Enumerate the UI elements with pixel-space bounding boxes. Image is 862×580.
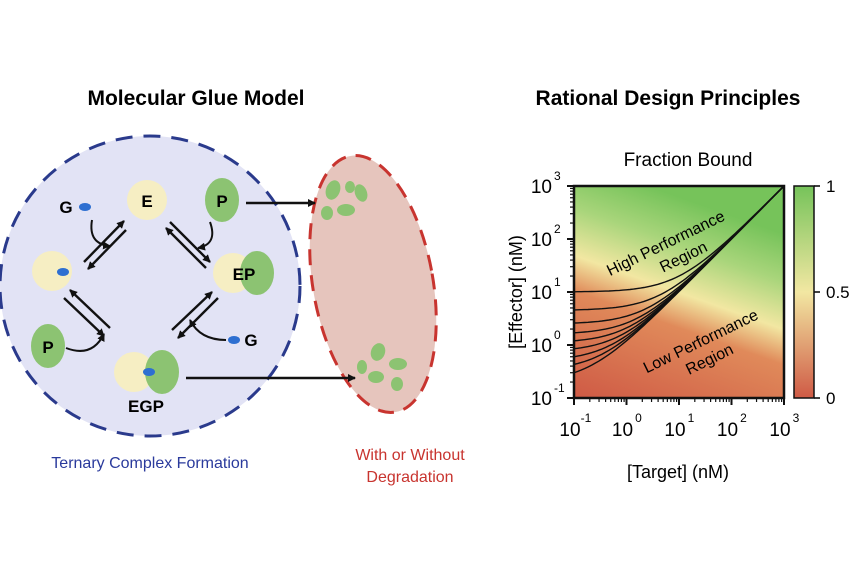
x-tick-exponent: 2 [740,411,747,425]
effector-E [127,180,167,220]
y-tick-label: 10 [531,177,552,198]
degradation-region [308,154,438,414]
y-tick-exponent: -1 [554,381,565,395]
x-tick-exponent: 0 [635,411,642,425]
y-axis-label: [Effector] (nM) [506,235,526,349]
x-axis-label: [Target] (nM) [627,462,729,482]
y-tick-exponent: 0 [554,328,561,342]
x-tick-exponent: -1 [581,411,592,425]
target-P-bottom-label: P [42,338,53,357]
x-tick-label: 10 [664,420,685,441]
target-P-top-label: P [216,192,227,211]
y-tick-exponent: 3 [554,169,561,183]
x-tick-label: 10 [559,420,580,441]
glue-molecule-icon [79,203,91,211]
equilibrium-arrows [63,199,356,382]
ternary-EGP-label: EGP [128,397,164,416]
x-tick-exponent: 3 [793,411,800,425]
y-tick-exponent: 2 [554,222,561,236]
left-panel-title: Molecular Glue Model [87,87,304,110]
y-tick-label: 10 [531,230,552,251]
glue-molecule-icon-2 [228,336,240,344]
degradation-caption-line1: With or Without [355,447,465,464]
y-tick-label: 10 [531,336,552,357]
target-P-bottom [31,324,65,368]
colorbar-tick-label: 1 [826,177,835,196]
chart-title: Fraction Bound [624,150,753,171]
ternary-EGP-effector [114,352,154,392]
ternary-EGP-target [145,350,179,394]
complex-EP-label: EP [233,265,256,284]
y-tick-label: 10 [531,389,552,410]
y-tick-exponent: 1 [554,275,561,289]
x-tick-label: 10 [717,420,738,441]
bound-glue-icon [57,268,69,276]
x-tick-label: 10 [612,420,633,441]
ternary-caption: Ternary Complex Formation [51,455,248,472]
degraded-fragments-top [321,180,368,220]
contour-lines [574,186,784,374]
ternary-EGP-glue [143,368,155,376]
glue-label-bottom: G [244,331,257,350]
colorbar [793,185,815,399]
glue-label-top: G [59,198,72,217]
colorbar-tick-label: 0 [826,389,835,408]
effector-glue-EG [32,251,72,291]
x-tick-label: 10 [769,420,790,441]
target-P-top [205,178,239,222]
contour-line-8 [574,186,784,293]
x-tick-exponent: 1 [688,411,695,425]
degraded-fragments-bottom [357,343,407,391]
complex-EP-target [240,251,274,295]
effector-E-label: E [141,192,152,211]
degradation-caption-line2: Degradation [366,469,453,486]
colorbar-ticks: 00.51 [814,177,850,408]
colorbar-tick-label: 0.5 [826,283,850,302]
y-tick-label: 10 [531,283,552,304]
right-panel-title: Rational Design Principles [536,87,801,110]
